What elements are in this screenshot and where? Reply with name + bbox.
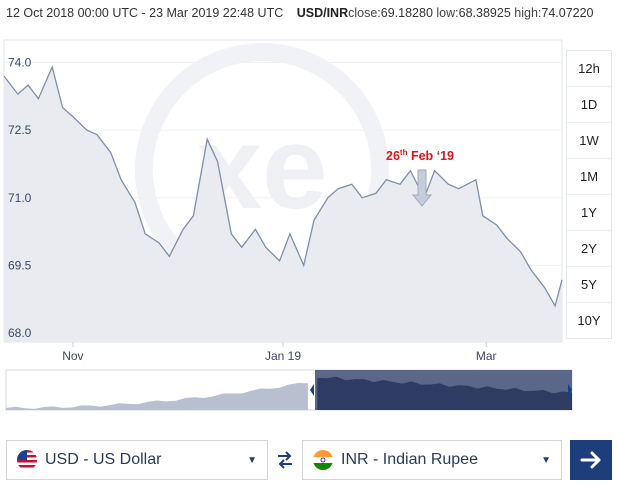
- y-tick-label: 69.5: [8, 258, 32, 272]
- rate-chart[interactable]: xe 74.072.571.069.568.0 Nov Jan 19 Mar 26t…: [0, 28, 565, 362]
- y-tick-label: 72.5: [8, 123, 32, 137]
- chart-header: 12 Oct 2018 00:00 UTC - 23 Mar 2019 22:4…: [6, 6, 594, 20]
- y-tick-label: 71.0: [8, 191, 32, 205]
- high-value: 74.07220: [541, 6, 594, 20]
- india-flag-icon: [313, 450, 333, 470]
- annotation-text: 26th Feb ‘19: [386, 148, 454, 163]
- series-area: [4, 67, 562, 342]
- y-tick-label: 68.0: [8, 326, 32, 340]
- chevron-down-icon: ▼: [247, 454, 257, 466]
- low-label: low:: [436, 6, 459, 20]
- period-5y-button[interactable]: 5Y: [567, 267, 611, 303]
- x-tick-label: Jan 19: [265, 349, 301, 362]
- x-tick-label: Mar: [476, 349, 497, 362]
- series-line: [3, 65, 563, 308]
- close-label: close:: [348, 6, 381, 20]
- annotation: 26th Feb ‘19: [386, 148, 454, 207]
- y-axis: 74.0 72.5 71.0 69.5 68.0: [8, 56, 32, 340]
- period-1d-button[interactable]: 1D: [567, 87, 611, 123]
- to-currency-select[interactable]: INR - Indian Rupee ▼: [302, 440, 562, 480]
- convert-button[interactable]: [570, 440, 612, 480]
- period-1m-button[interactable]: 1M: [567, 159, 611, 195]
- arrow-right-icon: [580, 451, 601, 469]
- navigator-series-inactive: [6, 383, 308, 410]
- from-currency-select[interactable]: USD - US Dollar ▼: [6, 440, 268, 480]
- navigator-right-handle[interactable]: [568, 384, 572, 396]
- close-value: 69.18280: [380, 6, 433, 20]
- to-currency-label: INR - Indian Rupee: [341, 451, 478, 468]
- period-12h-button[interactable]: 12h: [567, 51, 611, 87]
- swap-currencies-icon[interactable]: [276, 448, 294, 472]
- low-value: 68.38925: [458, 6, 511, 20]
- period-1w-button[interactable]: 1W: [567, 123, 611, 159]
- period-2y-button[interactable]: 2Y: [567, 231, 611, 267]
- navigator-series-selected: [317, 376, 572, 410]
- us-flag-icon: [17, 450, 37, 470]
- down-arrow-icon: [411, 169, 433, 207]
- high-label: high:: [514, 6, 542, 20]
- range-navigator[interactable]: [0, 364, 618, 420]
- x-axis: Nov Jan 19 Mar: [62, 342, 497, 362]
- x-tick-label: Nov: [62, 349, 83, 362]
- date-range: 12 Oct 2018 00:00 UTC - 23 Mar 2019 22:4…: [6, 6, 284, 20]
- chevron-down-icon: ▼: [541, 454, 551, 466]
- period-1y-button[interactable]: 1Y: [567, 195, 611, 231]
- currency-pair: USD/INR: [296, 6, 349, 20]
- navigator-left-handle[interactable]: [310, 384, 314, 396]
- from-currency-label: USD - US Dollar: [45, 451, 162, 468]
- period-selector: 12h 1D 1W 1M 1Y 2Y 5Y 10Y: [566, 50, 612, 339]
- y-tick-label: 74.0: [8, 56, 32, 70]
- period-10y-button[interactable]: 10Y: [577, 313, 601, 328]
